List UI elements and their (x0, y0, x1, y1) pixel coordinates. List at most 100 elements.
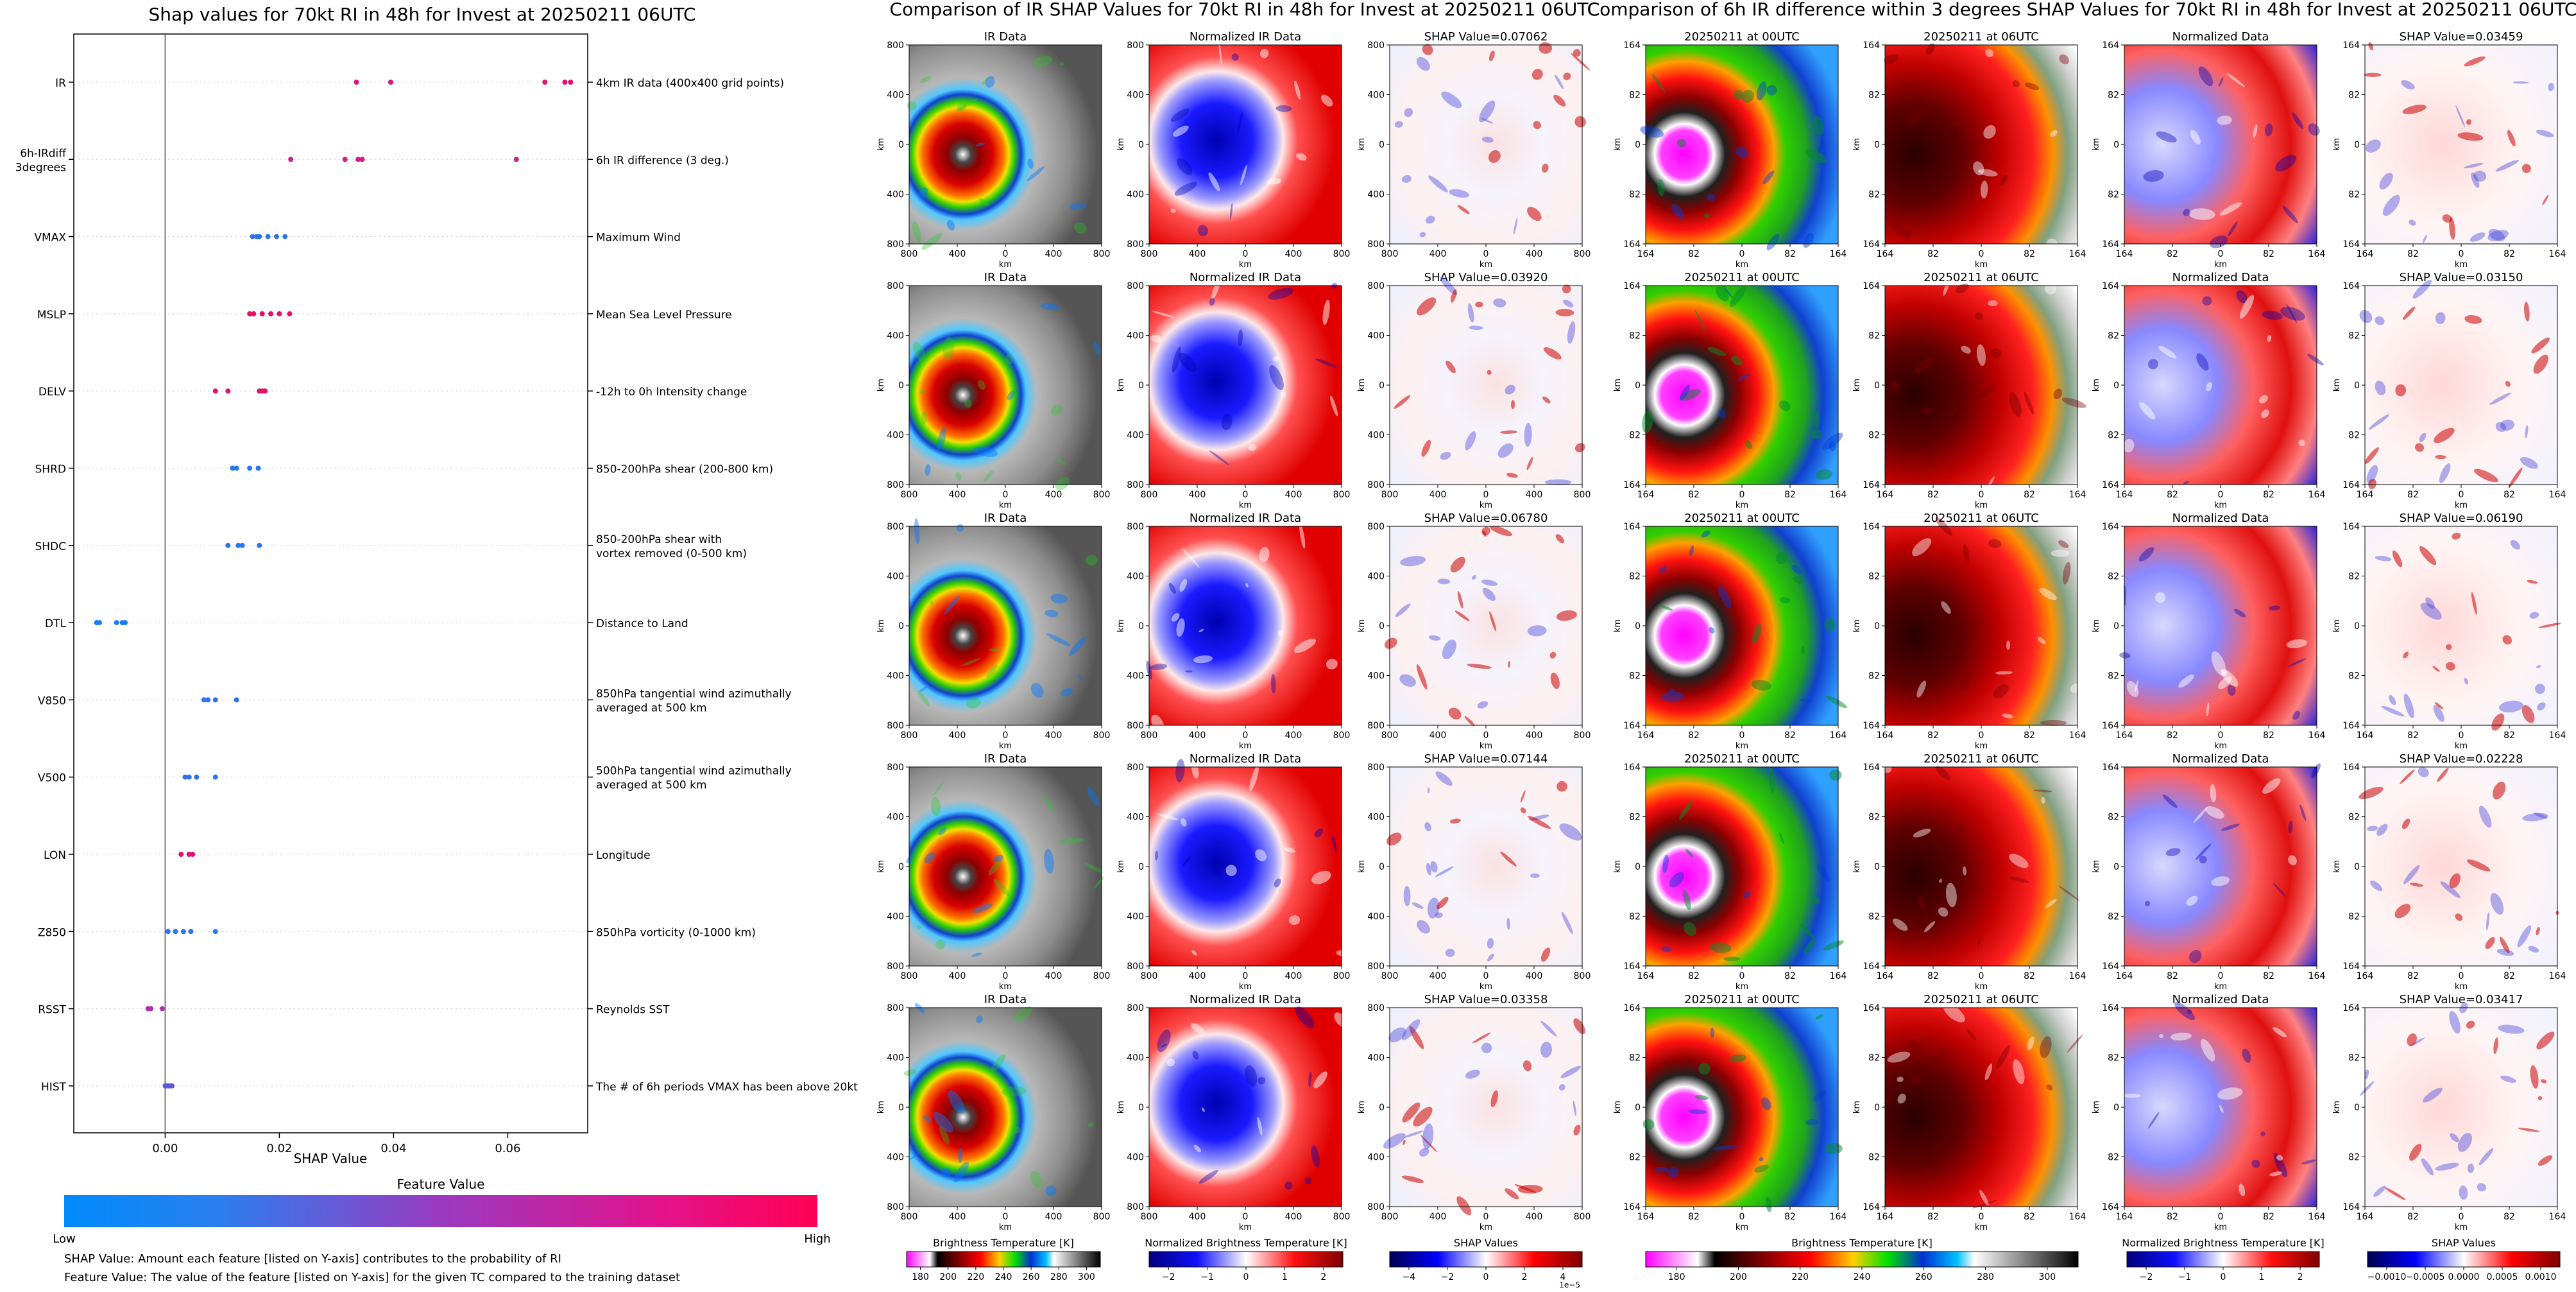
subplot-texture (2286, 304, 2298, 323)
subplot-y-tick-label: 800 (1367, 40, 1385, 51)
subplot-texture (2013, 1059, 2025, 1085)
subplot-texture (1221, 413, 1233, 431)
subplot-texture (1181, 818, 1187, 827)
subplot-texture (1275, 105, 1292, 112)
subplot-texture (1231, 53, 1239, 61)
subplot-x-tick-label: 164 (1830, 490, 1847, 500)
subplot-texture (1990, 349, 2002, 358)
shap-point (282, 234, 288, 239)
subplot-texture (1669, 872, 1685, 888)
colorbar-tick-label: 300 (2038, 1272, 2056, 1282)
colorbar-tick-label: −2 (1162, 1272, 1175, 1282)
subplot-x-tick-label: 82 (2503, 1212, 2515, 1222)
subplot-title: SHAP Value=0.03358 (1424, 993, 1548, 1006)
subplot-texture (1778, 400, 1791, 411)
subplot-texture (978, 198, 990, 206)
subplot-y-label: km (1116, 619, 1126, 632)
subplot-y-tick-label: 164 (1623, 239, 1641, 250)
subplot-texture (1283, 847, 1295, 853)
subplot-x-tick-label: 164 (2549, 249, 2566, 259)
subplot-x-tick-label: 164 (1637, 1212, 1655, 1222)
subplot-texture (1456, 1196, 1472, 1216)
subplot-texture (1892, 918, 1908, 931)
subplot-x-tick-label: 400 (1189, 249, 1206, 259)
subplot-texture (2012, 80, 2020, 88)
subplot-texture (2379, 173, 2393, 190)
colorbar-tick-label: −1 (2178, 1272, 2192, 1282)
image-subplot (2123, 1002, 2317, 1207)
subplot-texture (1562, 284, 1571, 294)
colorbar-tick-label: −1 (1200, 1272, 1214, 1282)
subplot-y-label: km (1613, 1101, 1623, 1114)
subplot-y-tick-label: 800 (1367, 480, 1385, 490)
subplot-texture (1428, 635, 1441, 641)
subplot-texture (1481, 136, 1494, 143)
subplot-texture (2299, 804, 2307, 822)
shap-colorbar-high: High (804, 1232, 830, 1246)
subplot-x-tick-label: 400 (1526, 490, 1543, 500)
subplot-texture (1400, 556, 1426, 567)
image-subplot (2358, 766, 2559, 967)
subplot-texture (2364, 447, 2379, 464)
subplot-texture (2219, 1105, 2224, 1113)
subplot-y-tick-label: 800 (1127, 480, 1144, 490)
image-subplot (1645, 526, 1848, 726)
subplot-y-tick-label: 82 (1868, 813, 1880, 823)
shap-point (277, 311, 282, 316)
shap-point (190, 852, 196, 857)
subplot-texture (1419, 232, 1426, 237)
subplot-texture (1069, 202, 1087, 210)
subplot-x-tick-label: 800 (901, 971, 918, 981)
shap-point (568, 80, 574, 85)
subplot-texture (1166, 1058, 1175, 1067)
subplot-texture (2009, 876, 2029, 883)
subplot-x-tick-label: 0 (1739, 1212, 1745, 1222)
subplot-texture (944, 595, 960, 615)
subplot-x-tick-label: 82 (1688, 730, 1700, 741)
subplot-texture (1531, 69, 1543, 80)
subplot-texture (1555, 309, 1574, 316)
colorbar-strip (906, 1251, 1101, 1268)
subplot-x-tick-label: 800 (1333, 249, 1351, 259)
subplot-image (1149, 767, 1342, 966)
subplot-y-tick-label: 164 (2342, 40, 2360, 51)
subplot-y-tick-label: 800 (1367, 1003, 1385, 1013)
colorbar-tick-label: 0.0000 (2448, 1272, 2480, 1282)
subplot-texture (2389, 694, 2396, 705)
subplot-texture (1574, 443, 1585, 452)
subplot-x-tick-label: 82 (1688, 1212, 1700, 1222)
subplot-texture (2493, 1037, 2498, 1055)
subplot-texture (1685, 849, 1693, 857)
subplot-texture (2395, 384, 2407, 397)
subplot-texture (988, 859, 1002, 875)
subplot-texture (2425, 597, 2435, 609)
subplot-texture (1174, 182, 1197, 196)
subplot-texture (1730, 286, 1746, 307)
subplot-texture (2510, 540, 2521, 550)
shap-feature-description: averaged at 500 km (596, 779, 707, 792)
subplot-x-tick-label: 400 (1285, 971, 1302, 981)
subplot-texture (2434, 427, 2455, 444)
subplot-y-tick-label: 800 (887, 281, 904, 291)
subplot-texture (2236, 290, 2248, 304)
subplot-x-tick-label: 82 (2263, 490, 2274, 500)
subplot-texture (2401, 80, 2415, 90)
subplot-texture (2205, 806, 2224, 819)
subplot-texture (2219, 202, 2242, 216)
subplot-title: IR Data (984, 512, 1027, 525)
subplot-title: 20250211 at 00UTC (1684, 512, 1800, 525)
subplot-y-tick-label: 82 (1868, 431, 1880, 441)
subplot-y-tick-label: 400 (1127, 1053, 1144, 1064)
subplot-texture (1573, 1100, 1576, 1116)
subplot-texture (1943, 1004, 1965, 1022)
subplot-texture (1805, 148, 1827, 164)
subplot-texture (1403, 886, 1411, 907)
subplot-texture (1045, 1185, 1057, 1196)
subplot-texture (924, 852, 935, 864)
subplot-x-tick-label: 82 (2407, 490, 2419, 500)
colorbar-tick-label: 260 (1915, 1272, 1932, 1282)
subplot-texture (1526, 457, 1533, 470)
